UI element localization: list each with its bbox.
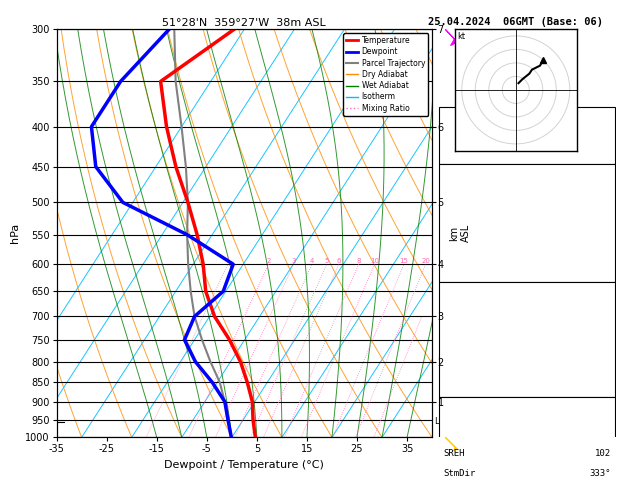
Text: Lifted Index: Lifted Index <box>443 346 508 355</box>
Text: CIN (J): CIN (J) <box>443 381 481 390</box>
Text: 333°: 333° <box>589 469 611 478</box>
Text: 20: 20 <box>421 258 430 264</box>
Text: 80: 80 <box>600 429 611 437</box>
FancyBboxPatch shape <box>440 282 615 397</box>
Text: Lifted Index: Lifted Index <box>443 237 508 245</box>
Text: 0: 0 <box>606 268 611 277</box>
Text: 10: 10 <box>370 258 379 264</box>
Text: 288: 288 <box>595 221 611 230</box>
Text: Hodograph: Hodograph <box>503 409 551 417</box>
Text: CAPE (J): CAPE (J) <box>443 252 486 261</box>
Text: StmDir: StmDir <box>443 469 476 478</box>
Text: 0: 0 <box>606 252 611 261</box>
Text: EH: EH <box>443 429 454 437</box>
Text: 15: 15 <box>399 258 408 264</box>
Text: Dewp (°C): Dewp (°C) <box>443 205 491 214</box>
Text: 3: 3 <box>291 258 296 264</box>
FancyBboxPatch shape <box>440 107 615 164</box>
Text: -7: -7 <box>600 117 611 125</box>
Text: 4: 4 <box>310 258 314 264</box>
Text: 102: 102 <box>595 449 611 458</box>
Text: Totals Totals: Totals Totals <box>443 133 513 142</box>
Text: CAPE (J): CAPE (J) <box>443 363 486 372</box>
Text: 6: 6 <box>337 258 341 264</box>
Text: LCL: LCL <box>435 417 450 426</box>
Text: 0: 0 <box>606 381 611 390</box>
Text: 25.04.2024  06GMT (Base: 06): 25.04.2024 06GMT (Base: 06) <box>428 17 603 27</box>
Text: K: K <box>443 117 448 125</box>
Text: Surface: Surface <box>508 174 546 182</box>
Legend: Temperature, Dewpoint, Parcel Trajectory, Dry Adiabat, Wet Adiabat, Isotherm, Mi: Temperature, Dewpoint, Parcel Trajectory… <box>343 33 428 116</box>
FancyBboxPatch shape <box>440 397 615 486</box>
Y-axis label: hPa: hPa <box>9 223 19 243</box>
Text: 11: 11 <box>600 346 611 355</box>
Text: 2: 2 <box>266 258 270 264</box>
Y-axis label: km
ASL: km ASL <box>450 224 471 243</box>
Text: kt: kt <box>458 32 466 41</box>
Text: 15: 15 <box>600 237 611 245</box>
Text: PW (cm): PW (cm) <box>443 149 481 158</box>
Text: SREH: SREH <box>443 449 464 458</box>
Title: 51°28'N  359°27'W  38m ASL: 51°28'N 359°27'W 38m ASL <box>162 18 326 28</box>
Text: 5: 5 <box>325 258 329 264</box>
Text: 0.97: 0.97 <box>589 149 611 158</box>
Text: 1: 1 <box>226 258 230 264</box>
Text: 4.7: 4.7 <box>595 189 611 198</box>
Text: 0: 0 <box>606 363 611 372</box>
Text: Temp (°C): Temp (°C) <box>443 189 491 198</box>
Text: Most Unstable: Most Unstable <box>492 293 562 302</box>
Text: θₑ(K): θₑ(K) <box>443 221 470 230</box>
Text: -0.1: -0.1 <box>589 205 611 214</box>
FancyBboxPatch shape <box>440 164 615 282</box>
Text: Pressure (mb): Pressure (mb) <box>443 311 513 319</box>
Text: θₑ (K): θₑ (K) <box>443 328 476 337</box>
Text: 40: 40 <box>600 133 611 142</box>
X-axis label: Dewpoint / Temperature (°C): Dewpoint / Temperature (°C) <box>164 460 325 470</box>
Text: 292: 292 <box>595 328 611 337</box>
Text: CIN (J): CIN (J) <box>443 268 481 277</box>
Text: 900: 900 <box>595 311 611 319</box>
Text: 8: 8 <box>357 258 361 264</box>
